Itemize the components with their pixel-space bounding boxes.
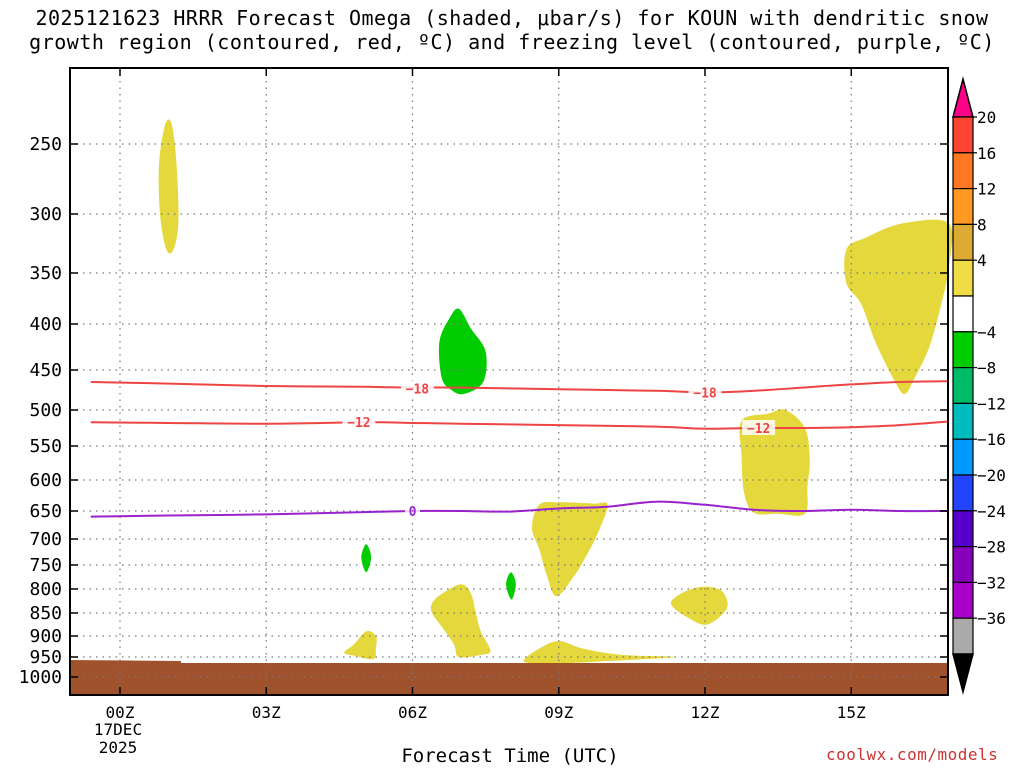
- x-tick-label-15Z: 15Z: [837, 703, 866, 722]
- y-tick-label-300: 300: [29, 204, 62, 225]
- colorbar-segment-4: [952, 259, 974, 297]
- y-tick-label-500: 500: [29, 400, 62, 421]
- minus-12-isotherm: [90, 420, 949, 430]
- yellow-region-09z-low: [523, 641, 676, 664]
- colorbar-top-arrow: [952, 76, 974, 118]
- plot-frame: [69, 67, 949, 696]
- x-tick-label-12Z: 12Z: [691, 703, 720, 722]
- colorbar-segment-10: [952, 474, 974, 512]
- y-tick-label-550: 550: [29, 436, 62, 457]
- x-tick-label-00Z: 00Z: [106, 703, 135, 722]
- y-tick-label-850: 850: [29, 603, 62, 624]
- freezing-level: [90, 500, 949, 518]
- minus-12-isotherm-label-1: −12: [747, 422, 770, 437]
- y-tick-label-600: 600: [29, 470, 62, 491]
- colorbar-segment-11: [952, 510, 974, 548]
- colorbar-segment-8: [952, 402, 974, 440]
- yellow-region-09z: [531, 502, 608, 597]
- colorbar-label-1: 16: [977, 144, 996, 163]
- green-region-05z-small: [361, 544, 372, 573]
- colorbar-segment-6: [952, 331, 974, 369]
- x-tick-year: 2025: [99, 738, 138, 757]
- minus-18-isotherm: [90, 380, 949, 394]
- colorbar-label-6: −8: [977, 359, 996, 378]
- below-ground-area: [70, 660, 948, 695]
- y-tick-label-900: 900: [29, 626, 62, 647]
- colorbar-label-4: 4: [977, 251, 987, 270]
- yellow-region-05z: [344, 631, 377, 660]
- y-tick-label-950: 950: [29, 647, 62, 668]
- colorbar-label-13: −36: [977, 609, 1006, 628]
- chart-title-line-2: growth region (contoured, red, ºC) and f…: [29, 30, 995, 54]
- colorbar-segment-0: [952, 116, 974, 154]
- x-tick-label-09Z: 09Z: [544, 703, 573, 722]
- minus-18-isotherm-label-bg-1: [688, 384, 722, 400]
- minus-12-isotherm-label-0: −12: [347, 416, 370, 431]
- minus-18-isotherm-label-bg-0: [400, 380, 434, 396]
- yellow-region-13z: [739, 409, 810, 516]
- chart-title-line-1: 2025121623 HRRR Forecast Omega (shaded, …: [35, 6, 989, 30]
- minus-12-isotherm-label-bg-1: [742, 420, 776, 435]
- green-region-08z-small: [506, 572, 516, 600]
- minus-18-isotherm-label-1: −18: [693, 386, 717, 401]
- colorbar-segment-7: [952, 367, 974, 405]
- colorbar-label-2: 12: [977, 180, 996, 199]
- colorbar-label-5: −4: [977, 323, 996, 342]
- yellow-region-upper-01z: [158, 119, 179, 254]
- x-tick-label-06Z: 06Z: [398, 703, 427, 722]
- colorbar-segment-13: [952, 581, 974, 619]
- colorbar-label-11: −28: [977, 538, 1006, 557]
- colorbar-label-12: −32: [977, 573, 1006, 592]
- y-tick-label-400: 400: [29, 314, 62, 335]
- freezing-level-label-0: 0: [409, 505, 417, 520]
- colorbar-segment-3: [952, 223, 974, 261]
- y-tick-label-1000: 1000: [19, 667, 62, 688]
- yellow-region-12z: [670, 586, 728, 625]
- y-tick-label-650: 650: [29, 501, 62, 522]
- colorbar-label-7: −12: [977, 394, 1006, 413]
- credit-link[interactable]: coolwx.com/models: [826, 745, 999, 764]
- y-tick-label-750: 750: [29, 555, 62, 576]
- y-tick-label-450: 450: [29, 360, 62, 381]
- y-tick-label-250: 250: [29, 134, 62, 155]
- y-tick-label-350: 350: [29, 263, 62, 284]
- yellow-region-upper-right: [844, 219, 953, 395]
- colorbar-label-9: −20: [977, 466, 1006, 485]
- minus-12-isotherm-label-bg-0: [342, 414, 376, 430]
- y-tick-label-700: 700: [29, 529, 62, 550]
- colorbar-label-0: 20: [977, 108, 996, 127]
- green-region-07z: [438, 308, 487, 395]
- colorbar-label-3: 8: [977, 215, 987, 234]
- colorbar-segment-2: [952, 188, 974, 226]
- x-tick-label-03Z: 03Z: [252, 703, 281, 722]
- colorbar-label-8: −16: [977, 430, 1006, 449]
- minus-18-isotherm-label-0: −18: [406, 382, 430, 397]
- freezing-level-label-bg-0: [405, 503, 420, 518]
- colorbar-segment-1: [952, 152, 974, 190]
- y-tick-label-800: 800: [29, 579, 62, 600]
- colorbar-segment-12: [952, 545, 974, 583]
- colorbar-segment-14: [952, 617, 974, 655]
- colorbar-label-10: −24: [977, 502, 1006, 521]
- x-tick-date: 17DEC: [94, 720, 142, 739]
- yellow-region-07z-low: [430, 584, 491, 658]
- colorbar-bottom-arrow: [952, 653, 974, 695]
- x-axis-label: Forecast Time (UTC): [401, 745, 619, 767]
- colorbar-segment-9: [952, 438, 974, 476]
- colorbar-segment-5: [952, 295, 974, 333]
